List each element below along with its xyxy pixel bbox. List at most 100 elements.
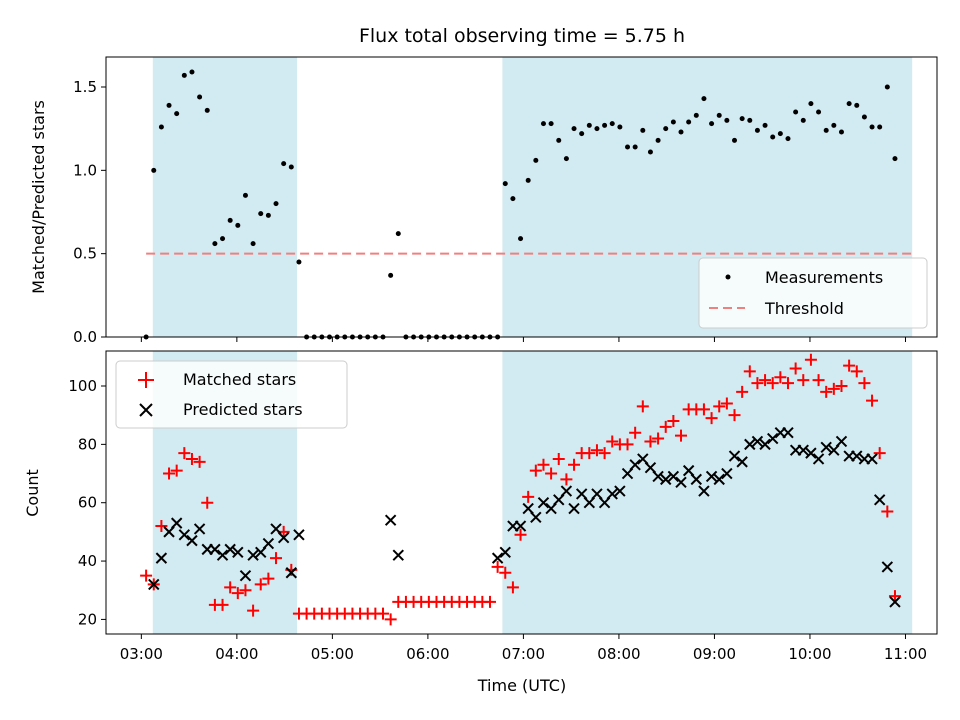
x-tick-label: 10:00 bbox=[788, 645, 831, 663]
matched-star-point bbox=[231, 587, 244, 600]
measurement-point bbox=[686, 119, 692, 125]
matched-star-point bbox=[644, 435, 657, 448]
y-tick-label: 0.0 bbox=[73, 328, 97, 346]
measurement-point bbox=[640, 127, 646, 133]
matched-star-point bbox=[590, 444, 603, 457]
predicted-star-point bbox=[614, 485, 626, 497]
matched-star-point bbox=[185, 452, 198, 465]
top-panel-frame bbox=[105, 56, 938, 338]
measurement-point bbox=[258, 211, 264, 217]
measurement-point bbox=[265, 212, 271, 218]
predicted-star-point bbox=[216, 549, 229, 561]
y-tick-label: 60 bbox=[78, 494, 97, 512]
legend-threshold-label: Threshold bbox=[764, 299, 844, 318]
measurement-point bbox=[739, 116, 745, 122]
chart-title: Flux total observing time = 5.75 h bbox=[359, 25, 685, 47]
matched-star-point bbox=[506, 581, 519, 594]
measurement-point bbox=[693, 112, 699, 118]
predicted-star-point bbox=[721, 467, 733, 480]
matched-star-point bbox=[858, 377, 871, 390]
measurement-point bbox=[655, 137, 661, 143]
shaded-interval-1 bbox=[502, 351, 913, 634]
measurement-point bbox=[777, 131, 783, 137]
predicted-star-point bbox=[660, 473, 672, 486]
measurement-point bbox=[204, 107, 210, 113]
matched-star-point bbox=[766, 377, 779, 390]
measurement-point bbox=[716, 112, 722, 118]
measurement-point bbox=[540, 121, 546, 127]
top-panel: 0.0 0.5 1.0 1.5 Matched/Predicted stars Mea… bbox=[29, 56, 938, 346]
bottom-panel-frame bbox=[105, 350, 938, 635]
predicted-star-point bbox=[499, 546, 511, 559]
measurement-point bbox=[220, 236, 226, 242]
measurement-point bbox=[647, 149, 653, 155]
measurement-point bbox=[395, 231, 401, 237]
measurement-point bbox=[586, 122, 592, 128]
matched-star-point bbox=[529, 464, 542, 477]
matched-star-point bbox=[178, 447, 191, 460]
measurement-point bbox=[548, 121, 554, 127]
x-tick-label: 05:00 bbox=[311, 645, 354, 663]
predicted-star-point bbox=[384, 514, 397, 526]
predicted-star-point bbox=[537, 497, 550, 509]
predicted-star-point bbox=[820, 441, 832, 453]
matched-star-point bbox=[606, 435, 619, 448]
matched-star-point bbox=[201, 496, 214, 509]
matched-star-point bbox=[170, 464, 183, 477]
measurement-point bbox=[242, 192, 248, 198]
predicted-star-point bbox=[193, 523, 206, 535]
predicted-star-point bbox=[751, 435, 764, 448]
matched-star-point bbox=[843, 359, 856, 372]
measurement-point bbox=[869, 124, 875, 130]
measurement-point bbox=[181, 72, 187, 78]
shaded-interval-0 bbox=[152, 57, 298, 337]
predicted-star-point bbox=[293, 529, 305, 541]
measurement-point bbox=[594, 126, 600, 132]
matched-star-point bbox=[560, 473, 573, 486]
y-tick-label: 100 bbox=[68, 377, 97, 395]
predicted-star-point bbox=[262, 537, 275, 550]
measurement-point bbox=[556, 137, 562, 143]
matched-star-point bbox=[850, 365, 863, 378]
x-tick-label: 08:00 bbox=[597, 645, 640, 663]
matched-star-point bbox=[377, 607, 389, 620]
matched-star-point bbox=[705, 412, 718, 425]
measurement-point bbox=[877, 124, 883, 130]
matched-star-point bbox=[224, 581, 237, 594]
predicted-star-point bbox=[690, 473, 703, 486]
measurement-point bbox=[625, 144, 631, 150]
measurement-point bbox=[732, 137, 738, 143]
predicted-star-point bbox=[805, 447, 817, 459]
matched-star-point bbox=[697, 403, 710, 416]
predicted-star-point bbox=[285, 567, 298, 579]
predicted-star-point bbox=[560, 485, 573, 497]
measurement-point bbox=[861, 114, 867, 120]
predicted-star-point bbox=[247, 549, 259, 561]
matched-star-point bbox=[720, 397, 733, 410]
measurement-point bbox=[533, 157, 539, 163]
matched-star-point bbox=[140, 569, 153, 582]
predicted-star-point bbox=[155, 552, 168, 564]
predicted-star-point bbox=[530, 511, 542, 524]
measurement-point bbox=[816, 109, 822, 115]
matched-star-point bbox=[866, 394, 879, 407]
measurement-point bbox=[754, 127, 760, 133]
measurement-point bbox=[250, 241, 256, 247]
measurement-point bbox=[151, 167, 157, 173]
predicted-star-point bbox=[744, 438, 756, 451]
measurement-point bbox=[831, 122, 837, 128]
measurement-point bbox=[563, 156, 569, 162]
measurement-point bbox=[296, 259, 302, 265]
measurement-point bbox=[701, 96, 707, 102]
matched-star-point bbox=[254, 578, 267, 591]
bottom-legend-box bbox=[115, 360, 348, 429]
predicted-star-point bbox=[889, 596, 901, 608]
predicted-star-point bbox=[178, 529, 191, 541]
measurement-point bbox=[525, 177, 531, 183]
matched-star-point bbox=[652, 432, 665, 445]
measurement-point bbox=[388, 272, 394, 278]
predicted-star-point bbox=[277, 532, 290, 544]
predicted-star-point bbox=[705, 470, 718, 483]
bottom-panel: 20 40 60 80 100 03:00 04:00 05:00 06:00 07:00 08:0… bbox=[23, 350, 938, 695]
x-axis-title: Time (UTC) bbox=[477, 676, 566, 695]
